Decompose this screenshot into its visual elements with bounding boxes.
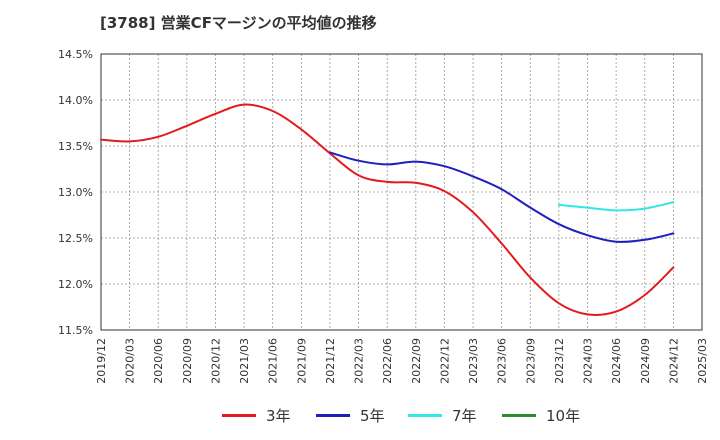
x-tick-label: 2025/03 bbox=[696, 338, 709, 384]
x-tick-label: 2021/12 bbox=[324, 338, 337, 384]
series-line-2 bbox=[329, 151, 675, 243]
x-tick-label: 2024/09 bbox=[639, 338, 652, 384]
legend-swatch-10y bbox=[502, 413, 536, 417]
legend-swatch-7y bbox=[408, 413, 442, 417]
x-tick-label: 2021/03 bbox=[238, 338, 251, 384]
x-tick-label: 2023/12 bbox=[553, 338, 566, 384]
x-tick-label: 2024/06 bbox=[610, 338, 623, 384]
y-tick-label: 13.0% bbox=[58, 186, 93, 199]
x-tick-label: 2022/06 bbox=[381, 338, 394, 384]
y-tick-label: 11.5% bbox=[58, 324, 93, 337]
y-tick-label: 13.5% bbox=[58, 140, 93, 153]
legend-item-10y[interactable]: 10年 bbox=[502, 402, 580, 428]
x-tick-label: 2022/03 bbox=[353, 338, 366, 384]
legend-label-5y: 5年 bbox=[360, 406, 385, 425]
series-line-3 bbox=[557, 201, 675, 212]
x-tick-label: 2020/12 bbox=[209, 338, 222, 384]
x-tick-label: 2021/06 bbox=[267, 338, 280, 384]
x-tick-label: 2023/09 bbox=[524, 338, 537, 384]
x-tick-label: 2022/09 bbox=[410, 338, 423, 384]
legend-label-7y: 7年 bbox=[452, 406, 477, 425]
x-tick-label: 2024/03 bbox=[582, 338, 595, 384]
legend-label-3y: 3年 bbox=[266, 406, 291, 425]
legend-item-5y[interactable]: 5年 bbox=[316, 402, 385, 428]
plot-frame bbox=[100, 53, 703, 331]
x-tick-label: 2020/06 bbox=[152, 338, 165, 384]
y-tick-label: 12.5% bbox=[58, 232, 93, 245]
x-tick-label: 2022/12 bbox=[438, 338, 451, 384]
legend-item-7y[interactable]: 7年 bbox=[408, 402, 477, 428]
x-tick-label: 2020/03 bbox=[124, 338, 137, 384]
x-tick-label: 2021/09 bbox=[295, 338, 308, 384]
legend: 3年 5年 7年 10年 bbox=[0, 402, 720, 428]
x-tick-label: 2023/03 bbox=[467, 338, 480, 384]
legend-item-3y[interactable]: 3年 bbox=[222, 402, 291, 428]
legend-swatch-5y bbox=[316, 413, 350, 417]
x-tick-label: 2020/09 bbox=[181, 338, 194, 384]
x-tick-label: 2023/06 bbox=[496, 338, 509, 384]
y-tick-label: 12.0% bbox=[58, 278, 93, 291]
series-line-1 bbox=[100, 103, 675, 316]
x-tick-label: 2024/12 bbox=[667, 338, 680, 384]
chart-title: [3788] 営業CFマージンの平均値の推移 bbox=[100, 14, 377, 32]
y-tick-label: 14.0% bbox=[58, 94, 93, 107]
legend-swatch-3y bbox=[222, 413, 256, 417]
y-tick-label: 14.5% bbox=[58, 48, 93, 61]
legend-label-10y: 10年 bbox=[546, 406, 581, 425]
x-tick-label: 2019/12 bbox=[95, 338, 108, 384]
